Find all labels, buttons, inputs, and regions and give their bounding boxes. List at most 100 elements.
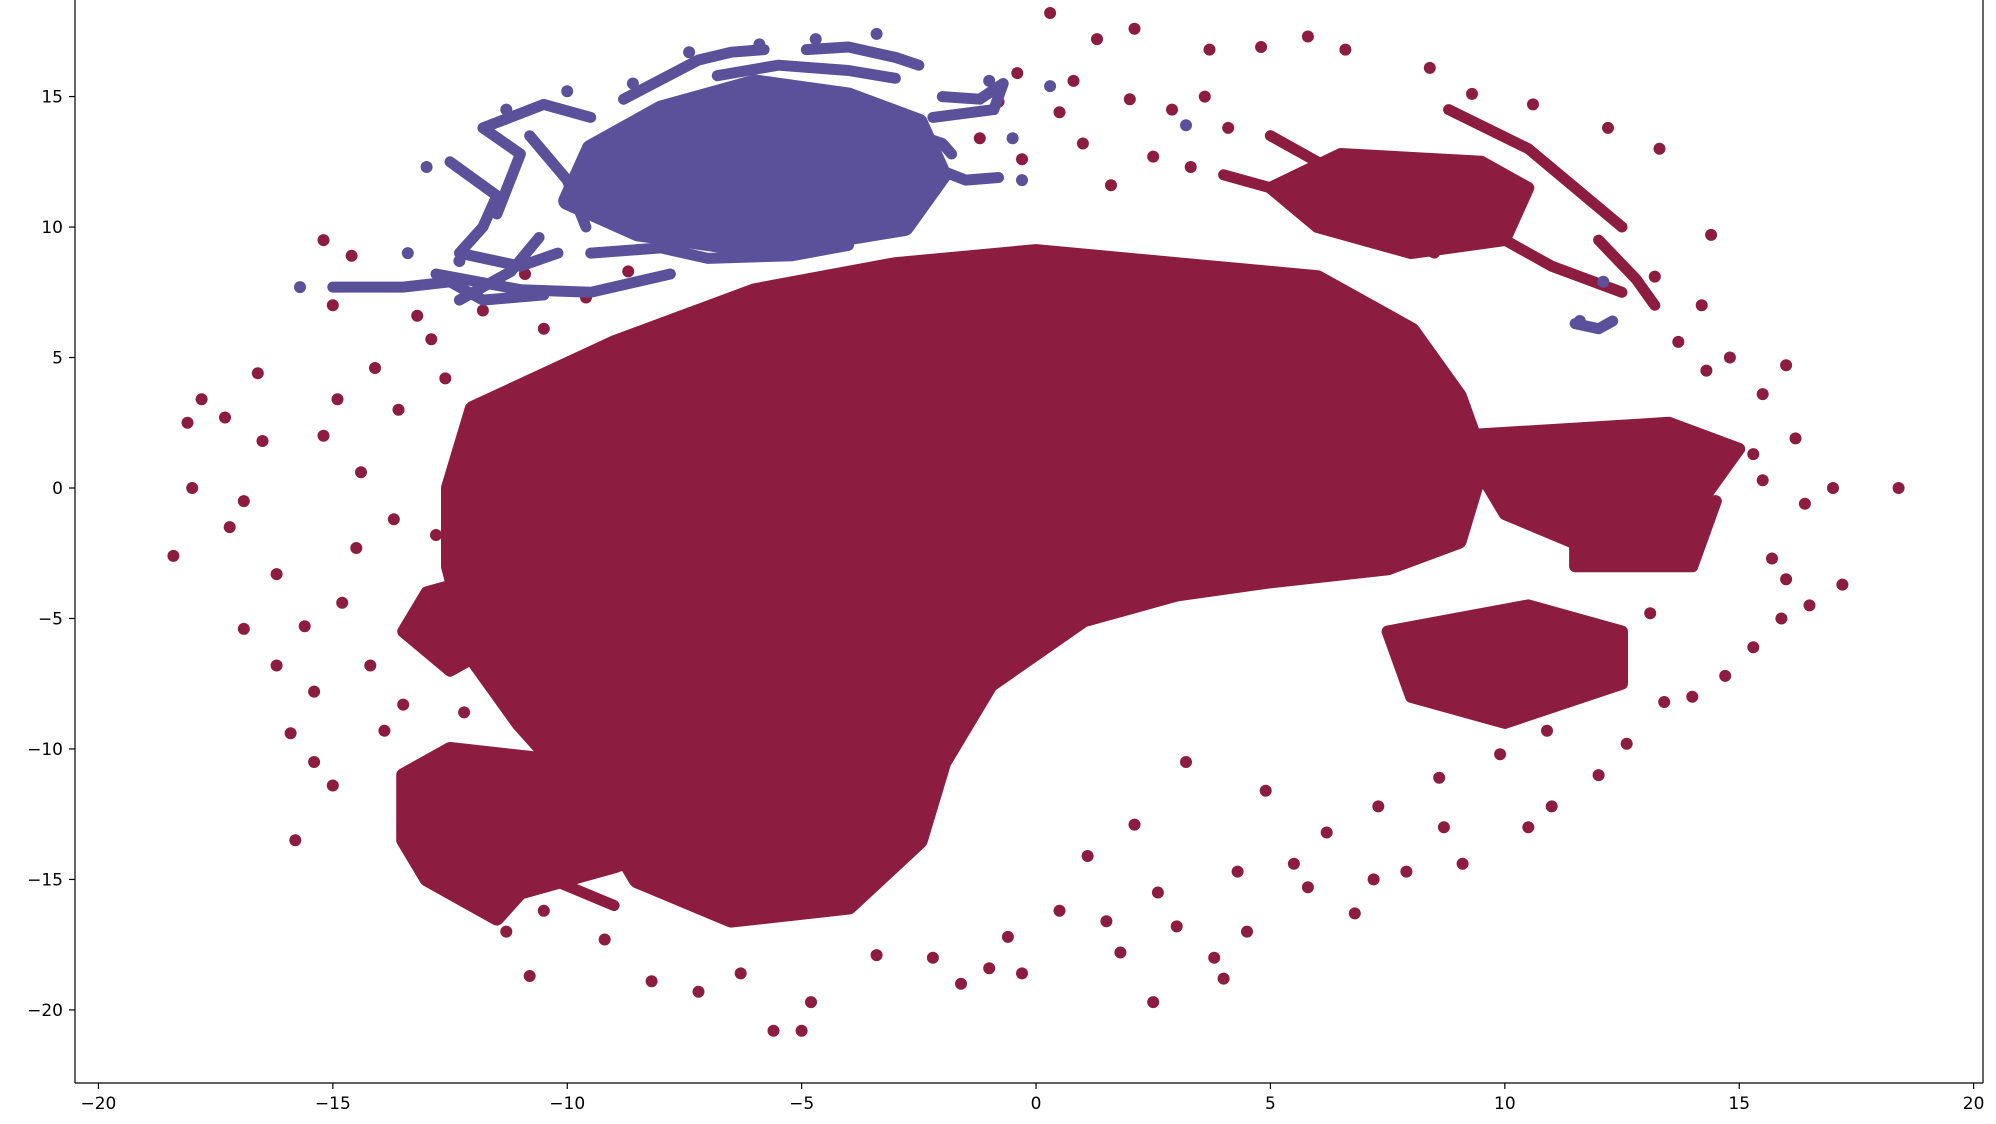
cluster-0-point-40	[870, 949, 883, 962]
cluster-0-point-7	[270, 568, 283, 581]
cluster-0-point-37	[767, 1024, 780, 1037]
cluster-0-point-94	[1203, 43, 1216, 56]
cluster-0-point-60	[1522, 821, 1535, 834]
cluster-1-streak-9	[927, 78, 1009, 123]
cluster-0-point-90	[1423, 61, 1436, 74]
cluster-0-point-139	[1081, 850, 1094, 862]
cluster-0-point-126	[1602, 489, 1614, 502]
cluster-0-point-21	[317, 429, 330, 442]
cluster-0-point-109	[973, 132, 986, 145]
cluster-0-point-99	[1053, 106, 1066, 119]
cluster-0-point-85	[1705, 228, 1718, 241]
cluster-0-point-136	[1259, 784, 1272, 797]
cluster-0-streak-5	[397, 821, 620, 911]
cluster-1-streak-3	[430, 268, 676, 298]
cluster-0-point-48	[1147, 996, 1160, 1009]
cluster-1-point-12	[626, 77, 639, 90]
cluster-0-point-143	[1001, 930, 1014, 943]
cluster-1-point-17	[401, 247, 414, 260]
cluster-0-point-125	[411, 309, 424, 322]
cluster-0-point-122	[350, 542, 363, 554]
cluster-0-point-140	[1231, 865, 1244, 878]
cluster-0-point-72	[1766, 552, 1778, 565]
cluster-0-point-78	[1756, 388, 1769, 401]
cluster-0-point-107	[1067, 74, 1080, 87]
cluster-0-arm-region	[396, 742, 692, 926]
cluster-0-point-118	[622, 265, 635, 278]
cluster-1-point-2	[1044, 80, 1057, 93]
cluster-0-point-57	[1400, 865, 1413, 878]
cluster-1-point-6	[453, 255, 466, 267]
cluster-0-point-4	[223, 521, 236, 534]
cluster-0-side-region-2	[1569, 495, 1722, 573]
x-tick-label: 0	[1031, 1094, 1042, 1114]
cluster-1-streak-10	[913, 156, 1004, 186]
cluster-0-point-132	[1494, 748, 1507, 761]
cluster-0-point-124	[219, 411, 231, 424]
cluster-0-point-18	[326, 299, 339, 312]
cluster-1-point-14	[809, 33, 822, 46]
x-tick-label: 5	[1265, 1094, 1276, 1114]
cluster-0-point-95	[1128, 22, 1141, 35]
cluster-0-point-106	[1222, 121, 1235, 134]
cluster-0-point-67	[1747, 641, 1760, 654]
cluster-1-point-15	[753, 38, 766, 51]
cluster-0	[167, 7, 1905, 1037]
cluster-0-point-39	[805, 996, 817, 1009]
cluster-0-point-82	[1672, 335, 1685, 348]
cluster-0-point-0	[167, 549, 180, 562]
cluster-0-point-1	[181, 416, 194, 429]
cluster-1-streak-5	[453, 232, 545, 306]
cluster-1-point-7	[500, 103, 513, 116]
x-tick-label: 10	[1494, 1094, 1516, 1114]
cluster-0-streak-4	[1264, 130, 1394, 207]
cluster-0-core-region	[441, 244, 1491, 928]
cluster-0-point-64	[1658, 696, 1671, 708]
cluster-0-point-38	[795, 1024, 808, 1037]
cluster-1-point-8	[683, 46, 696, 59]
cluster-0-point-11	[308, 685, 321, 698]
cluster-0-point-129	[1625, 531, 1638, 544]
cluster-0-point-55	[1348, 907, 1361, 920]
cluster-0-point-35	[692, 985, 705, 998]
cluster-1-core-region	[558, 74, 952, 255]
y-tick-label: 5	[52, 349, 63, 369]
cluster-0-point-42	[955, 977, 967, 990]
cluster-0-point-53	[1287, 857, 1300, 870]
cluster-0-point-62	[1592, 769, 1605, 782]
cluster-0-point-33	[598, 933, 611, 946]
cluster-1-point-4	[1597, 275, 1610, 288]
x-tick-label: −20	[80, 1094, 116, 1114]
cluster-0-point-97	[1044, 7, 1057, 19]
cluster-0-point-47	[1114, 946, 1127, 959]
cluster-0-point-22	[355, 466, 367, 479]
y-tick-label: −15	[27, 870, 63, 890]
cluster-0-point-104	[1166, 103, 1178, 116]
cluster-0-point-138	[1128, 818, 1141, 831]
cluster-0-point-120	[430, 529, 442, 541]
cluster-0-point-45	[1053, 904, 1066, 917]
cluster-0-point-141	[1301, 881, 1314, 894]
cluster-0-point-103	[1123, 93, 1136, 106]
cluster-0-point-77	[1789, 432, 1802, 445]
y-tick-label: 0	[52, 479, 63, 499]
y-tick-label: −10	[27, 740, 63, 760]
cluster-0-point-91	[1339, 43, 1352, 56]
cluster-0-point-71	[1836, 578, 1849, 591]
cluster-0-point-41	[926, 951, 939, 964]
cluster-0-point-34	[645, 975, 658, 988]
x-axis-ticks: −20 −15 −10 −5 0 5 10 15 20	[80, 1083, 1984, 1114]
cluster-0-point-87	[1602, 121, 1614, 134]
cluster-0-point-69	[1780, 573, 1793, 586]
y-tick-label: 15	[41, 88, 63, 108]
cluster-0-point-116	[537, 322, 550, 335]
cluster-0-point-101	[1016, 153, 1028, 166]
cluster-0-point-112	[453, 453, 466, 466]
cluster-0-point-110	[1147, 150, 1160, 163]
cluster-0-point-17	[345, 249, 358, 262]
x-tick-label: 15	[1728, 1094, 1750, 1114]
cluster-0-side-region-3	[1381, 599, 1628, 729]
cluster-0-point-15	[326, 779, 339, 792]
cluster-0-point-56	[1367, 873, 1380, 886]
y-tick-label: 10	[41, 218, 63, 238]
